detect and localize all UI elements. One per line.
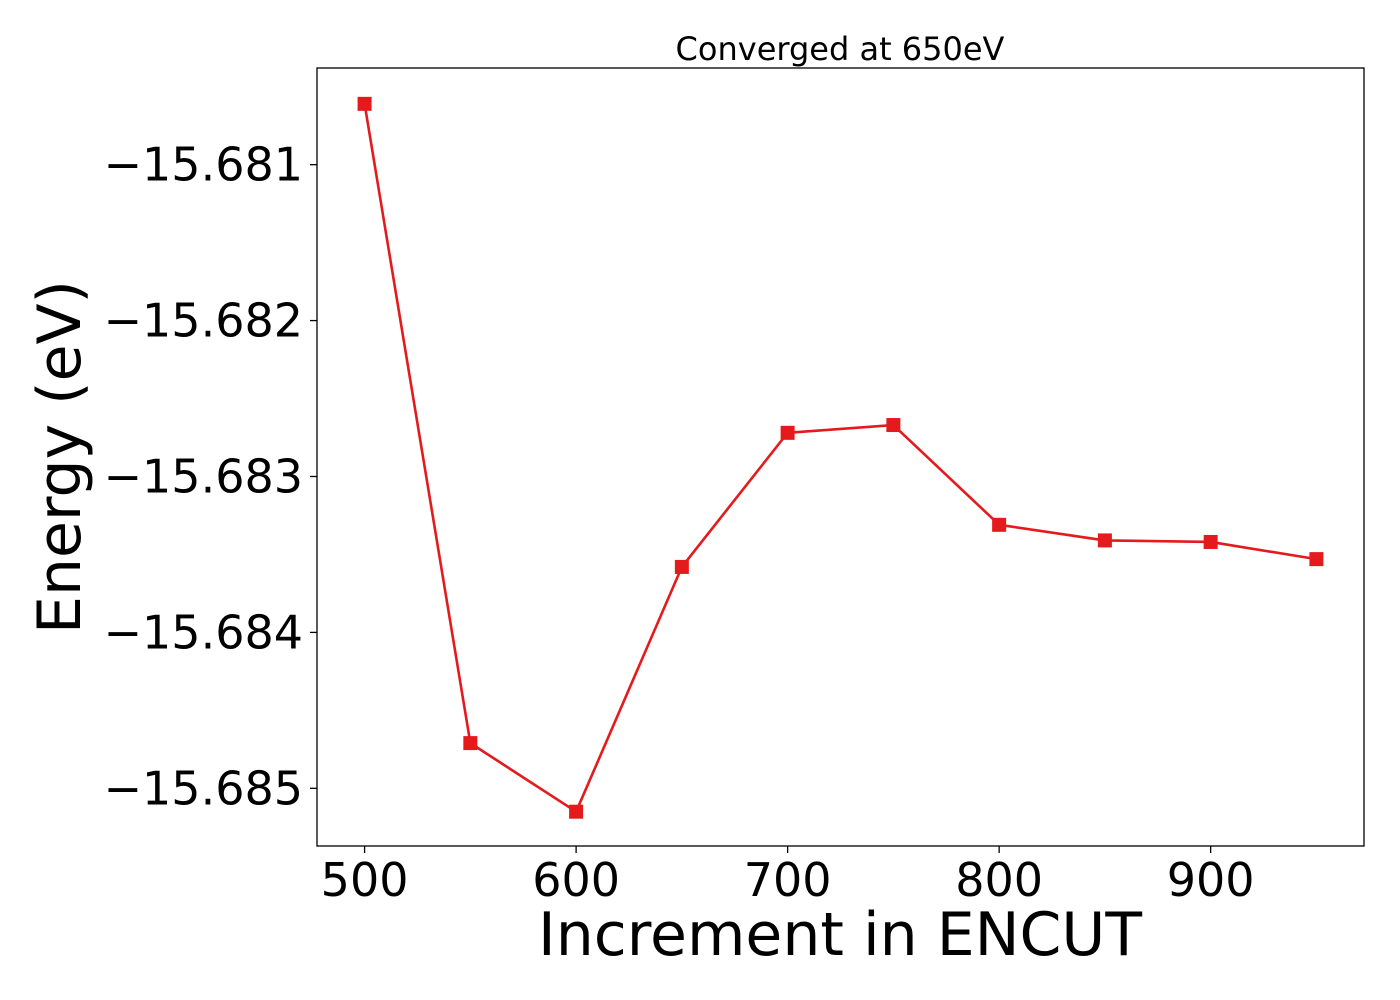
y-tick-label: −15.683 <box>104 449 304 503</box>
y-tick-label: −15.684 <box>104 605 304 659</box>
data-point-marker <box>357 96 372 111</box>
x-tick-label: 700 <box>744 853 832 907</box>
y-axis-label: Energy (eV) <box>25 280 95 634</box>
data-point-marker <box>674 559 689 574</box>
data-point-marker <box>1203 534 1218 549</box>
y-tick-label: −15.681 <box>104 138 304 192</box>
plot-frame <box>316 67 1365 847</box>
data-point-marker <box>569 804 584 819</box>
x-tick-label: 900 <box>1167 853 1255 907</box>
data-point-marker <box>1097 533 1112 548</box>
x-axis-label: Increment in ENCUT <box>538 900 1142 970</box>
data-point-marker <box>463 736 478 751</box>
data-point-marker <box>886 418 901 433</box>
data-point-marker <box>1309 552 1324 567</box>
data-point-marker <box>780 425 795 440</box>
y-tick-label: −15.685 <box>104 761 304 815</box>
x-tick-label: 600 <box>532 853 620 907</box>
series-layer <box>357 96 1324 819</box>
series-line <box>363 103 1317 814</box>
chart-title: Converged at 650eV <box>676 30 1005 68</box>
x-axis: 500 600 700 800 900 <box>321 846 1255 907</box>
x-tick-label: 500 <box>321 853 409 907</box>
y-axis: −15.681 −15.682 −15.683 −15.684 −15.685 <box>104 138 317 815</box>
x-tick-label: 800 <box>955 853 1043 907</box>
y-tick-label: −15.682 <box>104 294 304 348</box>
data-point-marker <box>992 517 1007 532</box>
